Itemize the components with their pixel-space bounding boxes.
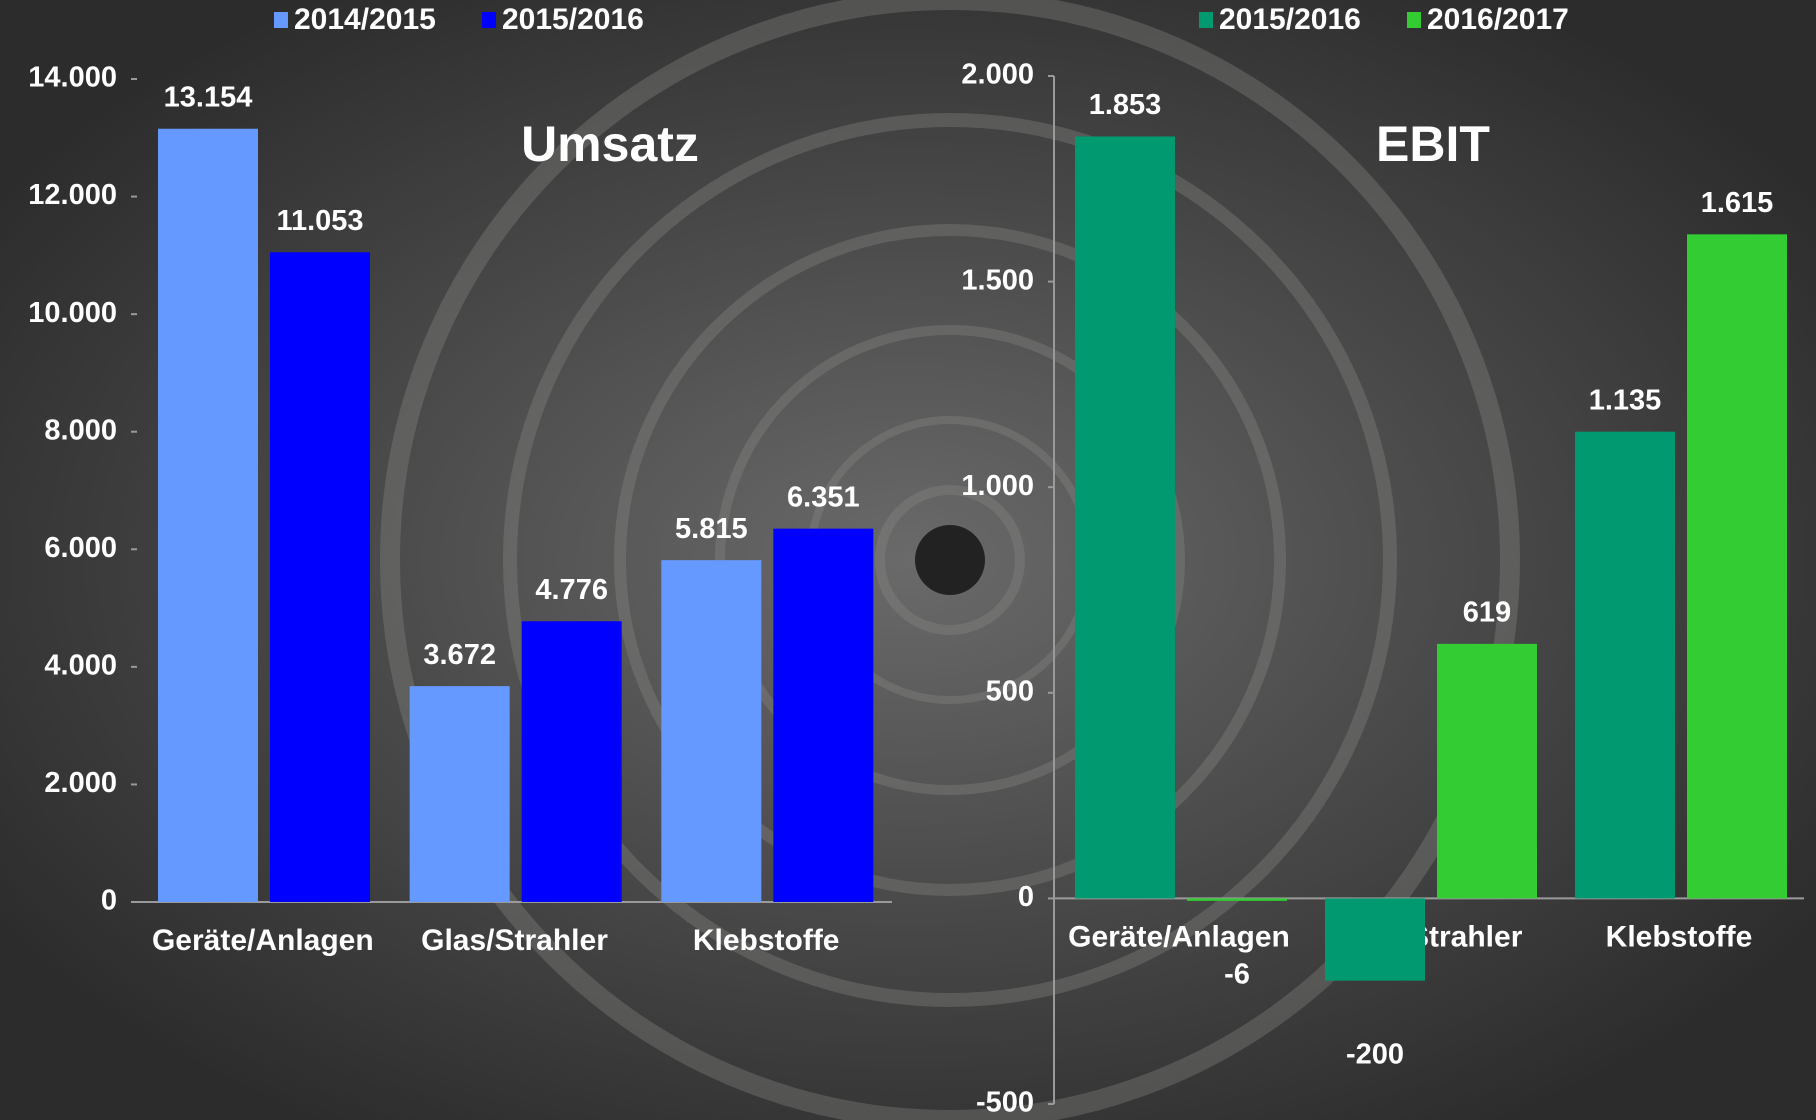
y-tick-label: 10.000 <box>28 297 117 329</box>
legend-swatch <box>1407 12 1421 28</box>
legend-label: 2016/2017 <box>1427 3 1569 36</box>
legend-swatch <box>482 12 496 28</box>
bar <box>661 560 762 902</box>
bar <box>1325 898 1425 981</box>
bar <box>1437 643 1537 899</box>
y-tick-label: 12.000 <box>28 179 117 211</box>
legend-label: 2015/2016 <box>1219 3 1361 36</box>
y-tick-label: 0 <box>1018 881 1034 913</box>
y-tick-label: 4.000 <box>44 650 117 682</box>
value-label: -6 <box>1224 959 1250 991</box>
legend-label: 2015/2016 <box>502 3 644 36</box>
background-center <box>915 525 985 595</box>
bar <box>158 128 258 902</box>
legend-swatch <box>274 12 288 28</box>
y-tick-label: 0 <box>101 885 117 917</box>
value-label: 5.815 <box>675 513 748 545</box>
y-tick-label: 2.000 <box>961 59 1034 91</box>
y-tick-label: 1.000 <box>961 470 1034 502</box>
legend-label: 2014/2015 <box>294 3 436 36</box>
y-tick-label: 1.500 <box>961 264 1034 296</box>
chart-title: Umsatz <box>521 116 699 172</box>
value-label: 4.776 <box>535 574 608 606</box>
bar <box>1075 136 1175 899</box>
bar <box>1575 431 1675 899</box>
value-label: 619 <box>1463 597 1511 629</box>
y-tick-label: 8.000 <box>44 414 117 446</box>
y-tick-label: 14.000 <box>28 62 117 94</box>
bar <box>521 621 622 902</box>
bar <box>1687 234 1787 899</box>
chart-title: EBIT <box>1376 116 1490 172</box>
bar <box>1187 898 1287 901</box>
x-tick-label: Geräte/Anlagen <box>152 924 374 957</box>
bar <box>773 528 874 902</box>
value-label: 3.672 <box>423 639 496 671</box>
value-label: 1.135 <box>1589 384 1662 416</box>
x-tick-label: Klebstoffe <box>1606 920 1753 953</box>
y-tick-label: -500 <box>976 1087 1034 1119</box>
value-label: 1.853 <box>1089 89 1162 121</box>
value-label: 1.615 <box>1701 187 1774 219</box>
x-tick-label: Glas/Strahler <box>421 924 608 957</box>
y-tick-label: 500 <box>986 675 1034 707</box>
value-label: -200 <box>1346 1038 1404 1070</box>
y-tick-label: 2.000 <box>44 767 117 799</box>
value-label: 13.154 <box>164 81 253 113</box>
bar <box>409 686 510 902</box>
x-tick-label: Geräte/Anlagen <box>1068 920 1290 953</box>
value-label: 11.053 <box>276 205 363 237</box>
y-tick-label: 6.000 <box>44 532 117 564</box>
value-label: 6.351 <box>787 481 860 513</box>
background-rings <box>380 0 1520 1120</box>
x-tick-label: Klebstoffe <box>693 924 840 957</box>
legend-swatch <box>1199 12 1213 28</box>
bar <box>270 252 370 902</box>
